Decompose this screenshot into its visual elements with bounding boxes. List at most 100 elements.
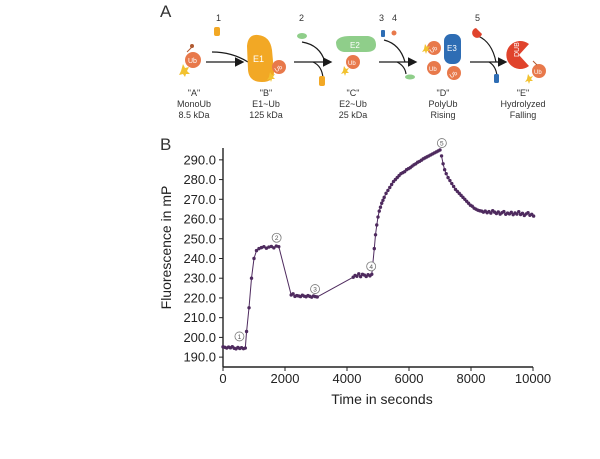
y-tick-label: 190.0 [183,350,216,365]
ub-label: Ub [274,64,284,73]
chart: 190.0 200.0 210.0 220.0 230.0 240.0 250.0 260.0… [158,138,551,407]
annotation-label: 5 [440,140,444,147]
annotation-label: 4 [369,264,373,271]
x-tick-label: 8000 [457,371,486,386]
x-tick-label: 4000 [333,371,362,386]
state-detail: 125 kDa [249,110,283,120]
e1-small-icon [319,76,325,86]
e3-small-icon [381,30,385,37]
e2-small-icon [297,33,307,39]
e2-label: E2 [350,41,360,50]
y-tick-label: 290.0 [183,152,216,167]
data-point [254,248,259,253]
panel-b-label: B [160,135,171,154]
state-caption-a: "A" MonoUb 8.5 kDa [177,88,211,120]
data-point [389,182,394,187]
e1-ub-complex-icon: E1 Ub [247,34,286,82]
y-tick-label: 250.0 [183,231,216,246]
data-point [515,212,519,216]
data-point [247,306,251,310]
state-caption-c: "C" E2~Ub 25 kDa [339,88,368,120]
ub-label: Ub [429,45,439,54]
state-letter: "E" [517,88,529,98]
data-point [386,188,390,193]
annotation-label: 3 [313,286,317,293]
data-point [388,185,392,190]
data-point [451,184,456,189]
y-axis-label: Fluorescence in mP [158,186,174,310]
polyub-e3-complex-icon: E3 Ub Ub Ub [422,34,461,80]
data-point [262,244,266,249]
data-point [269,244,274,249]
state-caption-b: "B" E1~Ub 125 kDa [249,88,283,120]
state-letter: "D" [437,88,450,98]
step-3-label: 3 [379,13,384,23]
y-tick-label: 210.0 [183,310,216,325]
data-point [252,256,256,261]
ub-small-icon [391,30,397,36]
y-tick-label: 200.0 [183,330,216,345]
atp-icon [214,27,220,36]
ub-label: Ub [449,70,459,79]
annotation-marker [271,232,282,243]
state-caption-d: "D" PolyUb Rising [428,88,457,120]
state-name: E1~Ub [252,99,280,109]
x-tick-label: 2000 [271,371,300,386]
data-point [489,211,493,215]
x-axis-label: Time in seconds [331,391,432,407]
state-name: Hydrolyzed [500,99,545,109]
data-point [291,292,295,296]
data-point [249,276,254,280]
state-detail: 25 kDa [339,110,368,120]
step-4-label: 4 [392,13,397,23]
panel-b: B 190.0200.0210.0220.0230.0240.0250.0260… [158,135,551,407]
data-point [450,181,454,186]
reaction-arrow-3 [379,30,418,80]
e2-ub-complex-icon: E2 Ub [336,36,376,76]
state-name: E2~Ub [339,99,367,109]
reaction-arrow-5 [470,28,508,83]
data-point [377,209,381,213]
state-name: PolyUb [428,99,457,109]
e1-label: E1 [253,54,264,64]
data-point [243,346,248,350]
data-point [357,272,361,276]
data-point [509,210,513,215]
step-5-label: 5 [475,13,480,23]
x-tick-label: 0 [219,371,226,386]
ub-label: Ub [429,67,437,73]
data-point [502,209,506,214]
annotation-marker [436,138,447,148]
data-point [375,223,379,227]
data-point [370,272,374,276]
data-point [272,246,276,250]
data-point [382,195,386,200]
data-point [380,201,384,205]
data-point [277,244,281,249]
y-tick-label: 230.0 [183,271,216,286]
ub-label: Ub [348,61,356,67]
ub-label: Ub [188,58,197,65]
data-point [531,214,536,218]
e3-label: E3 [447,44,457,53]
ub-label: Ub [534,70,542,76]
series-connector [316,276,354,298]
annotation-marker [234,331,245,342]
y-tick-label: 240.0 [183,251,216,266]
data-point [358,274,363,279]
data-point [439,154,444,158]
ubiquitin-icon: Ub [179,44,201,77]
reaction-arrow-1 [206,27,249,67]
data-point [438,148,442,152]
e2-small-icon [405,74,415,80]
data-point [517,210,521,214]
series-connector [244,331,248,349]
data-point [315,295,319,299]
series-connector [278,246,292,296]
data-point [441,162,445,166]
series-line [246,245,279,332]
data-point [244,329,249,334]
state-letter: "C" [347,88,360,98]
series-line [441,155,534,217]
x-tick-label: 10000 [515,371,551,386]
